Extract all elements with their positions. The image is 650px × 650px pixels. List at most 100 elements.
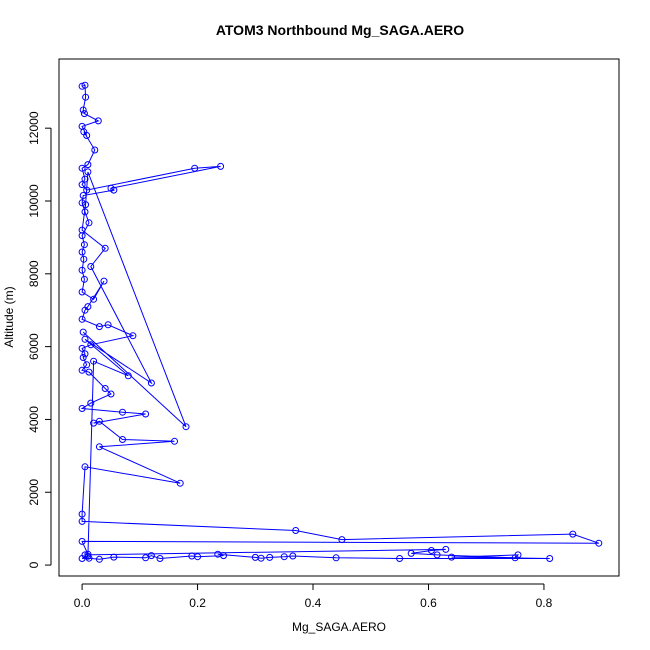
data-point xyxy=(78,555,86,562)
x-axis: 0.0 0.2 0.4 0.6 0.8 xyxy=(74,583,553,610)
data-point xyxy=(78,510,86,518)
x-tick-label: 0.6 xyxy=(420,596,437,610)
data-point xyxy=(251,553,259,561)
data-point xyxy=(338,536,346,544)
data-point xyxy=(90,357,98,365)
data-point xyxy=(78,517,86,525)
data-point xyxy=(107,390,115,398)
data-point xyxy=(95,555,103,563)
data-point xyxy=(78,199,86,207)
data-point xyxy=(101,385,109,392)
data-point xyxy=(78,315,86,323)
data-point xyxy=(78,181,86,189)
data-point xyxy=(95,443,103,451)
data-point xyxy=(289,552,297,560)
data-point xyxy=(81,208,89,216)
data-point xyxy=(82,201,90,209)
data-point xyxy=(80,128,88,136)
data-point xyxy=(433,551,441,559)
data-point xyxy=(171,437,178,445)
data-point xyxy=(90,295,98,303)
data-point xyxy=(266,553,274,561)
data-point xyxy=(78,405,86,412)
data-point xyxy=(78,366,86,374)
data-point xyxy=(332,554,340,562)
plot-frame xyxy=(58,58,620,577)
data-point xyxy=(101,244,109,252)
x-tick-label: 0.4 xyxy=(305,596,322,610)
series-line xyxy=(80,84,599,560)
data-point xyxy=(546,555,554,562)
data-point xyxy=(220,552,227,560)
data-point xyxy=(124,372,132,380)
data-point xyxy=(595,539,603,547)
data-point xyxy=(448,553,456,561)
data-point xyxy=(81,335,89,343)
data-point xyxy=(80,241,88,249)
y-tick-label: 4000 xyxy=(27,406,41,433)
data-point xyxy=(129,332,137,340)
data-point xyxy=(396,555,404,562)
data-point xyxy=(407,549,415,557)
data-point xyxy=(85,219,93,227)
data-point xyxy=(78,344,86,352)
data-point xyxy=(147,552,155,560)
data-point xyxy=(147,379,155,387)
data-point xyxy=(81,350,89,358)
y-tick-label: 12000 xyxy=(27,111,41,145)
data-point xyxy=(82,93,90,101)
data-point xyxy=(79,192,87,199)
x-tick-label: 0.2 xyxy=(189,596,206,610)
data-point xyxy=(84,168,92,176)
data-point xyxy=(442,545,450,553)
data-point xyxy=(84,161,92,169)
data-point xyxy=(80,255,88,263)
data-point xyxy=(87,263,95,270)
data-point xyxy=(188,552,196,560)
x-tick-label: 0.8 xyxy=(536,596,553,610)
data-point xyxy=(81,81,89,89)
data-point xyxy=(280,553,288,561)
data-point xyxy=(427,547,435,554)
data-point xyxy=(87,341,95,349)
data-point xyxy=(87,399,95,407)
y-axis: 0 2000 4000 6000 8000 10000 12000 xyxy=(27,111,52,568)
chart-title: ATOM3 Northbound Mg_SAGA.AERO xyxy=(216,22,464,38)
data-point xyxy=(94,117,102,125)
data-point xyxy=(91,146,99,154)
data-point xyxy=(84,550,92,558)
data-point xyxy=(80,275,88,283)
data-point xyxy=(569,530,577,538)
data-point xyxy=(176,479,184,487)
data-point xyxy=(78,288,86,296)
data-point xyxy=(78,226,86,234)
data-point xyxy=(78,164,86,172)
data-point xyxy=(85,368,93,376)
data-point xyxy=(95,323,103,331)
data-point xyxy=(83,186,91,194)
data-point xyxy=(84,552,92,560)
y-tick-label: 10000 xyxy=(27,184,41,218)
data-point xyxy=(80,110,88,118)
data-point xyxy=(78,537,86,545)
data-point xyxy=(81,175,89,183)
y-tick-label: 6000 xyxy=(27,333,41,360)
y-tick-label: 0 xyxy=(27,561,41,568)
data-point xyxy=(81,306,89,314)
data-point xyxy=(156,555,164,562)
data-point xyxy=(95,417,103,425)
data-point xyxy=(110,186,118,194)
data-point xyxy=(514,551,522,559)
data-point xyxy=(78,248,86,256)
data-point xyxy=(217,162,225,170)
data-point xyxy=(100,277,108,285)
data-point xyxy=(79,354,87,361)
data-point xyxy=(142,410,150,418)
data-point xyxy=(79,106,87,114)
data-point xyxy=(191,164,199,172)
data-point xyxy=(182,423,190,431)
data-point xyxy=(78,266,86,274)
x-tick-label: 0.0 xyxy=(74,596,91,610)
